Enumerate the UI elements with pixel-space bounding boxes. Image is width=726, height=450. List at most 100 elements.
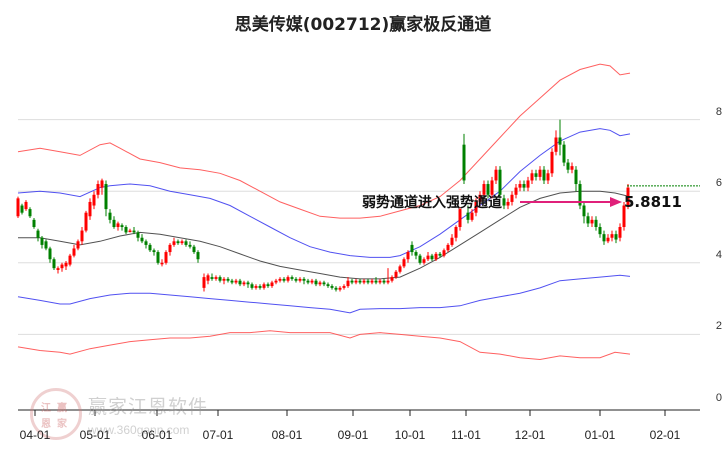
candle-body	[618, 227, 622, 238]
candle-body	[88, 201, 92, 217]
candle-body	[574, 169, 578, 185]
candle-body	[578, 184, 582, 206]
candle-body	[450, 237, 454, 245]
candle-body	[214, 277, 218, 279]
candlesticks	[16, 119, 630, 292]
candle-body	[526, 180, 530, 188]
candle-body	[354, 280, 358, 283]
annotation-overlay	[520, 185, 700, 207]
x-tick-label: 01-01	[584, 428, 616, 442]
y-tick-label: 0	[715, 392, 722, 404]
candle-body	[222, 278, 226, 281]
candle-body	[350, 280, 354, 283]
chart-title: 思美传媒(002712)赢家极反通道	[234, 15, 492, 35]
candle-body	[56, 268, 60, 270]
candle-body	[234, 280, 238, 283]
candle-body	[168, 244, 172, 253]
y-tick-label: 4	[715, 248, 722, 261]
candle-body	[52, 259, 56, 269]
candle-body	[542, 169, 546, 181]
candle-body	[76, 241, 80, 249]
x-tick-label: 07-01	[202, 428, 234, 442]
candle-body	[334, 287, 338, 290]
candle-body	[410, 244, 414, 253]
candle-body	[160, 262, 164, 265]
candle-body	[402, 259, 406, 267]
candle-body	[92, 194, 96, 206]
middle-line-line	[18, 190, 631, 280]
candle-body	[128, 230, 132, 233]
candle-body	[530, 173, 534, 181]
channel-bands	[17, 63, 631, 361]
y-tick-label: 6	[715, 177, 722, 190]
candle-body	[338, 287, 342, 290]
candle-body	[298, 278, 302, 281]
candle-body	[318, 282, 322, 285]
candle-body	[302, 278, 306, 281]
x-tick-label: 04-01	[19, 428, 51, 442]
candle-body	[24, 201, 28, 210]
candle-body	[144, 241, 148, 245]
x-tick-label: 02-01	[649, 428, 681, 442]
candle-body	[362, 280, 366, 283]
candle-body	[40, 237, 44, 245]
candle-body	[562, 144, 566, 163]
candle-body	[278, 278, 282, 281]
watermark-url: www.360gann.com	[88, 423, 190, 437]
candle-body	[430, 255, 434, 260]
candle-body	[622, 205, 626, 227]
candle-body	[112, 219, 116, 227]
candle-body	[438, 253, 442, 256]
candle-body	[184, 241, 188, 245]
upper-outer-band-line	[17, 63, 631, 219]
candle-body	[108, 212, 112, 220]
candle-body	[506, 201, 510, 206]
candle-body	[164, 252, 168, 263]
candle-body	[534, 173, 538, 177]
candle-body	[442, 250, 446, 256]
candle-body	[72, 248, 76, 256]
upper-inner-band-line	[17, 128, 631, 258]
candle-body	[48, 248, 52, 260]
candle-body	[418, 255, 422, 263]
candle-body	[490, 180, 494, 195]
candle-body	[210, 277, 214, 279]
candle-body	[226, 278, 230, 281]
candle-body	[550, 151, 554, 174]
lower-inner-band-line	[17, 274, 631, 314]
candle-body	[206, 275, 210, 281]
candle-body	[258, 286, 262, 288]
candle-body	[140, 237, 144, 242]
candle-body	[538, 169, 542, 177]
arrow-head-icon	[610, 197, 622, 207]
candle-body	[20, 205, 24, 213]
candle-body	[242, 282, 246, 285]
candle-body	[510, 194, 514, 202]
candle-body	[454, 227, 458, 238]
candle-body	[498, 169, 502, 195]
candle-body	[570, 166, 574, 170]
candle-body	[422, 259, 426, 263]
candle-body	[294, 278, 298, 281]
y-tick-label: 2	[715, 320, 722, 333]
candle-body	[322, 282, 326, 285]
candle-body	[614, 234, 618, 240]
candle-body	[246, 282, 250, 285]
candle-body	[610, 234, 614, 238]
candle-body	[566, 162, 570, 170]
candle-body	[310, 280, 314, 283]
candle-body	[342, 286, 346, 288]
candle-body	[132, 230, 136, 233]
candle-body	[594, 219, 598, 227]
candle-body	[382, 280, 386, 283]
watermark-brand: 赢家江恩软件	[88, 396, 209, 418]
candle-body	[148, 244, 152, 251]
candle-body	[124, 227, 128, 233]
candle-body	[602, 234, 606, 242]
candle-body	[590, 219, 594, 224]
watermark-logo-char: 江	[41, 403, 51, 414]
candle-body	[582, 205, 586, 217]
candle-body	[466, 212, 470, 220]
candle-body	[426, 255, 430, 260]
